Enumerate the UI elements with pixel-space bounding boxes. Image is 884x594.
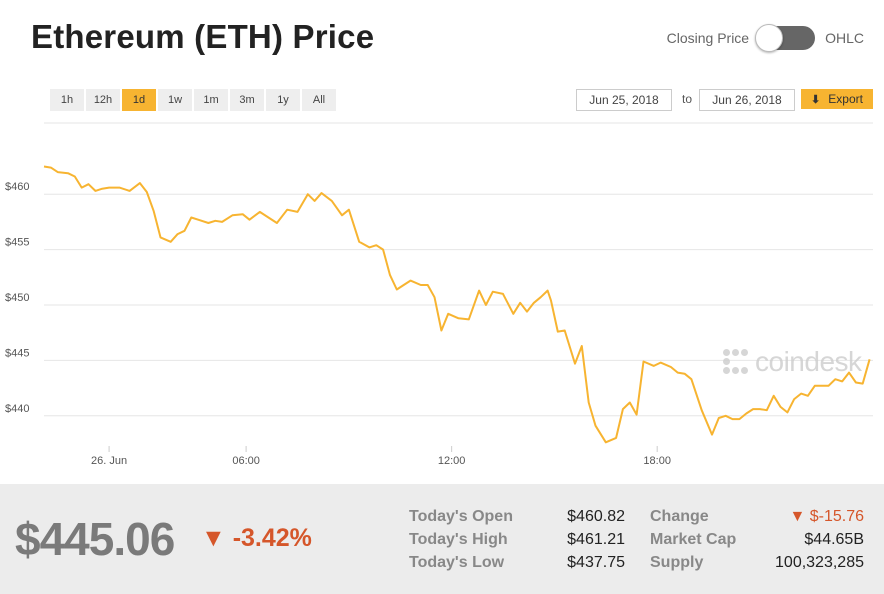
stat-value-open: $460.82 — [567, 508, 625, 525]
stat-value-change: ▼ $-15.76 — [789, 508, 864, 525]
stat-label-high: Today's High — [409, 531, 508, 548]
page-title: Ethereum (ETH) Price — [31, 18, 375, 55]
range-button-1w[interactable]: 1w — [158, 89, 192, 111]
download-arrow-icon: ⬇ — [811, 93, 821, 106]
range-button-all[interactable]: All — [302, 89, 336, 111]
x-tick-label: 18:00 — [643, 455, 671, 467]
y-tick-label: $440 — [5, 403, 29, 415]
y-tick-label: $445 — [5, 347, 29, 359]
stat-label-change: Change — [650, 508, 709, 525]
coindesk-watermark: coindesk — [723, 346, 862, 378]
stat-label-open: Today's Open — [409, 508, 513, 525]
range-button-1d[interactable]: 1d — [122, 89, 156, 111]
date-to-input[interactable]: Jun 26, 2018 — [699, 89, 795, 111]
x-axis-ticks: 26. Jun 06:00 12:00 18:00 — [91, 446, 671, 467]
ohlc-label: OHLC — [825, 30, 864, 46]
chart-grid — [44, 122, 873, 417]
y-axis-ticks: $460 $455 $450 $445 $440 — [5, 181, 29, 415]
price-mode-toggle[interactable] — [755, 24, 816, 52]
price-mode-toggle-group: Closing Price OHLC — [666, 24, 864, 52]
stat-value-supply: 100,323,285 — [775, 554, 864, 571]
x-tick-label: 06:00 — [232, 455, 260, 467]
x-tick-label: 26. Jun — [91, 455, 127, 467]
current-price: $445.06 — [15, 513, 175, 565]
down-arrow-icon: ▼ — [201, 524, 226, 552]
toggle-knob[interactable] — [755, 24, 784, 52]
date-from-input[interactable]: Jun 25, 2018 — [576, 89, 672, 111]
percent-change-value: -3.42% — [232, 524, 312, 552]
range-button-12h[interactable]: 12h — [86, 89, 120, 111]
y-tick-label: $460 — [5, 181, 29, 193]
range-button-3m[interactable]: 3m — [230, 89, 264, 111]
watermark-text: coindesk — [755, 346, 862, 377]
range-button-1h[interactable]: 1h — [50, 89, 84, 111]
stat-value-market-cap: $44.65B — [804, 531, 864, 548]
range-button-1y[interactable]: 1y — [266, 89, 300, 111]
stats-footer: $445.06 ▼ -3.42% Today's Open $460.82 To… — [0, 484, 884, 594]
stat-value-high: $461.21 — [567, 531, 625, 548]
date-to-label: to — [682, 92, 693, 106]
stat-value-low: $437.75 — [567, 554, 625, 571]
percent-change: ▼ -3.42% — [201, 524, 312, 553]
y-tick-label: $455 — [5, 237, 29, 249]
export-button[interactable]: ⬇ Export — [801, 89, 873, 109]
y-tick-label: $450 — [5, 292, 29, 304]
closing-price-label: Closing Price — [666, 30, 750, 46]
coindesk-logo-icon — [723, 349, 749, 375]
stat-label-low: Today's Low — [409, 554, 505, 571]
x-tick-label: 12:00 — [438, 455, 466, 467]
price-chart[interactable]: $460 $455 $450 $445 $440 26. Jun 06:00 12:00 18… — [0, 120, 884, 484]
stat-label-market-cap: Market Cap — [650, 531, 737, 548]
range-selector: 1h 12h 1d 1w 1m 3m 1y All — [50, 89, 336, 111]
export-label: Export — [828, 92, 863, 106]
price-line — [43, 165, 871, 444]
stat-label-supply: Supply — [650, 554, 704, 571]
range-button-1m[interactable]: 1m — [194, 89, 228, 111]
price-series — [43, 165, 871, 444]
